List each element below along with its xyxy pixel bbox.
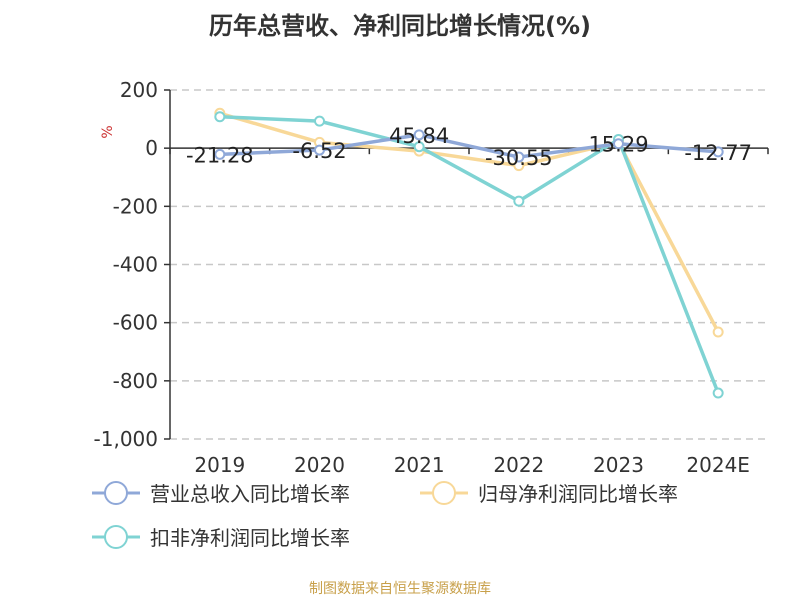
legend-label: 扣非净利润同比增长率 bbox=[150, 526, 350, 550]
x-tick-label: 2023 bbox=[593, 453, 644, 477]
data-label: 15.29 bbox=[588, 133, 648, 157]
y-tick-label: 200 bbox=[120, 78, 158, 102]
data-label: 45.84 bbox=[389, 124, 449, 148]
series-line-1 bbox=[219, 111, 720, 333]
x-tick-label: 2021 bbox=[394, 453, 445, 477]
data-label: -6.52 bbox=[292, 139, 346, 163]
series-line-2 bbox=[219, 115, 720, 394]
legend-marker bbox=[104, 481, 128, 505]
data-point bbox=[314, 144, 325, 156]
legend-label: 营业总收入同比增长率 bbox=[150, 482, 350, 506]
y-tick-label: -600 bbox=[113, 311, 158, 335]
chart-title: 历年总营收、净利同比增长情况(%) bbox=[209, 12, 591, 40]
legend-marker bbox=[104, 525, 128, 549]
y-tick-label: -200 bbox=[113, 194, 158, 218]
x-tick-label: 2020 bbox=[294, 453, 345, 477]
data-point bbox=[712, 146, 724, 158]
gridlines bbox=[170, 89, 768, 440]
y-unit-label: % bbox=[100, 125, 116, 138]
x-tick-label: 2022 bbox=[493, 453, 544, 477]
data-point bbox=[413, 141, 425, 153]
data-point bbox=[214, 148, 226, 160]
y-tick-label: -400 bbox=[113, 253, 158, 277]
y-tick-label: 0 bbox=[145, 136, 158, 160]
series-lines bbox=[214, 107, 724, 399]
axes: 200 0 -200 -400 -600 -800 -1,000 2019 2020 2021 20… bbox=[94, 78, 769, 477]
series-line-0 bbox=[219, 133, 719, 159]
data-point bbox=[314, 115, 325, 127]
y-tick-label: -800 bbox=[113, 369, 158, 393]
x-tick-label: 2019 bbox=[194, 453, 245, 477]
x-tick-label: 2024E bbox=[686, 453, 750, 477]
legend-marker bbox=[432, 481, 456, 505]
data-point bbox=[613, 138, 624, 150]
source-note: 制图数据来自恒生聚源数据库 bbox=[309, 581, 491, 597]
legend-item[interactable]: 扣非净利润同比增长率 bbox=[92, 525, 350, 550]
data-label: -21.28 bbox=[186, 143, 254, 167]
data-point bbox=[513, 151, 525, 163]
data-point bbox=[712, 326, 724, 338]
data-label: -30.55 bbox=[485, 146, 553, 170]
legend-item[interactable]: 归母净利润同比增长率 bbox=[420, 481, 678, 506]
data-labels: -21.28 -6.52 45.84 -30.55 15.29 -12.77 bbox=[186, 124, 752, 170]
data-label: -12.77 bbox=[684, 141, 752, 165]
data-point bbox=[214, 111, 226, 123]
legend-label: 归母净利润同比增长率 bbox=[478, 482, 678, 506]
data-point bbox=[513, 195, 525, 207]
legend-item[interactable]: 营业总收入同比增长率 bbox=[92, 481, 350, 506]
y-tick-label: -1,000 bbox=[94, 427, 158, 451]
data-point bbox=[712, 387, 724, 399]
data-point bbox=[413, 129, 425, 141]
